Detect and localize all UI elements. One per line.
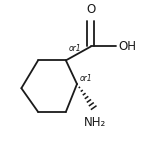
Text: OH: OH: [119, 40, 137, 53]
Text: NH₂: NH₂: [84, 116, 106, 129]
Text: or1: or1: [69, 44, 81, 53]
Text: O: O: [86, 3, 95, 16]
Text: or1: or1: [80, 74, 92, 83]
